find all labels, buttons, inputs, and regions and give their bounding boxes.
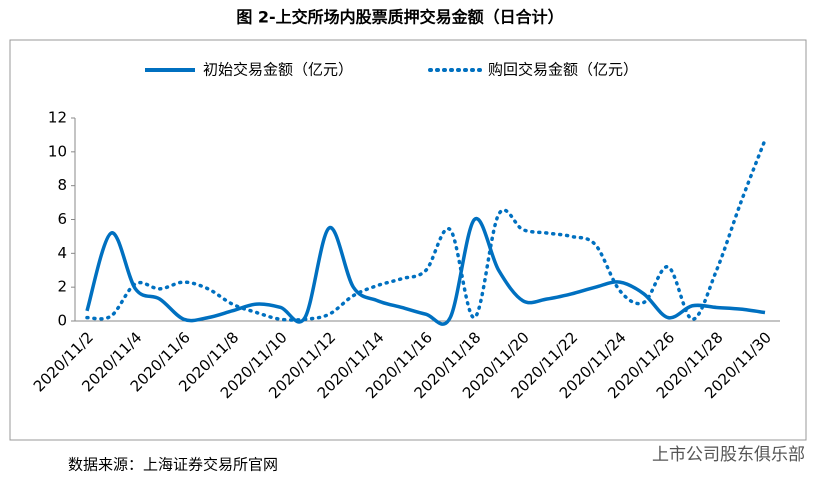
chart-title: 图 2-上交所场内股票质押交易金额（日合计）	[236, 8, 563, 27]
y-tick-label: 2	[57, 278, 67, 296]
y-tick-label: 12	[48, 109, 67, 127]
y-tick-label: 8	[57, 176, 67, 194]
series-line	[85, 216, 766, 326]
y-tick-label: 6	[57, 210, 67, 228]
y-tick-label: 10	[48, 142, 67, 160]
series-line	[85, 138, 767, 322]
legend-label: 购回交易金额（亿元）	[488, 61, 638, 79]
legend-label: 初始交易金额（亿元）	[203, 61, 353, 79]
chart-border	[9, 39, 807, 441]
y-tick-label: 4	[57, 244, 67, 262]
watermark: 上市公司股东俱乐部	[652, 445, 805, 465]
source-note: 数据来源：上海证券交易所官网	[68, 456, 278, 474]
y-tick-label: 0	[57, 312, 67, 330]
